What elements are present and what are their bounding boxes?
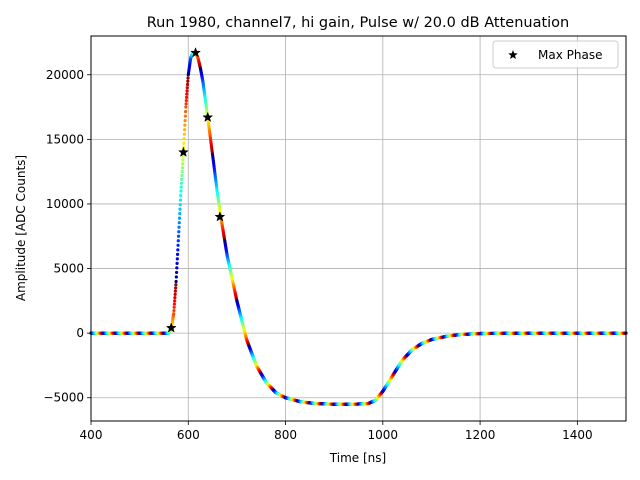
waveform-point — [178, 198, 183, 202]
waveform-point — [175, 261, 179, 265]
waveform-point — [176, 248, 180, 252]
x-axis-ticks: 400 600 800 1000 1200 1400 — [80, 421, 593, 442]
max-phase-point — [165, 322, 177, 333]
max-phase-point — [202, 111, 214, 123]
plot-frame — [90, 35, 627, 422]
waveform-point — [173, 299, 177, 303]
waveform-point — [185, 82, 190, 87]
waveform-point — [184, 102, 188, 106]
waveform-point — [181, 158, 185, 162]
waveform-point — [183, 119, 187, 123]
x-tick-label: 600 — [177, 428, 200, 442]
y-tick-label: 10000 — [46, 197, 84, 211]
waveform-point — [182, 132, 186, 136]
waveform-point — [178, 212, 182, 216]
waveform-point — [179, 185, 183, 189]
waveform-point — [174, 283, 178, 287]
waveform-point — [185, 86, 189, 90]
y-tick-label: 0 — [76, 326, 84, 340]
waveform-point — [173, 296, 177, 300]
max-phase-point — [190, 47, 201, 58]
waveform-point — [185, 89, 189, 93]
y-axis-ticks: −5000 0 5000 10000 15000 20000 — [43, 68, 91, 405]
waveform-point — [176, 243, 180, 247]
waveform-point — [175, 257, 179, 261]
waveform-point — [176, 239, 180, 243]
waveform-point — [183, 114, 187, 118]
max-phase-point — [214, 211, 226, 222]
waveform-point — [177, 221, 181, 225]
y-tick-label: −5000 — [43, 391, 84, 405]
waveform-point — [178, 207, 182, 211]
y-tick-label: 20000 — [46, 68, 84, 82]
x-tick-label: 1000 — [368, 428, 399, 442]
max-phase-point — [177, 146, 189, 157]
waveform-point — [179, 189, 183, 193]
x-tick-label: 400 — [80, 428, 103, 442]
y-axis-label: Amplitude [ADC Counts] — [14, 155, 28, 301]
waveform-point — [184, 95, 189, 99]
waveform-point — [180, 177, 184, 182]
waveform-point — [184, 105, 188, 109]
waveform-point — [174, 286, 178, 290]
waveform-point — [175, 270, 179, 275]
waveform-point — [174, 275, 178, 279]
chart-title: Run 1980, channel7, hi gain, Pulse w/ 20… — [147, 15, 570, 31]
waveform-point — [175, 266, 179, 270]
waveform-point — [172, 308, 176, 313]
waveform-point — [179, 181, 184, 185]
waveform-point — [182, 137, 186, 141]
waveform-point — [176, 234, 181, 238]
waveform-point — [173, 292, 177, 296]
waveform-point — [186, 76, 190, 80]
waveform-point — [185, 92, 189, 96]
waveform-point — [184, 109, 188, 114]
waveform-point — [180, 166, 185, 170]
waveform-point — [179, 193, 183, 198]
waveform-point — [186, 79, 190, 83]
waveform-point — [183, 123, 187, 127]
legend-box — [492, 40, 619, 69]
legend-star-icon — [508, 50, 518, 60]
waveform-point — [175, 252, 180, 256]
x-tick-label: 1200 — [465, 428, 496, 442]
waveform-point — [172, 302, 177, 306]
waveform-point — [172, 312, 176, 316]
waveform-point — [183, 128, 187, 132]
waveform-point — [177, 216, 182, 220]
waveform-point — [173, 289, 177, 293]
grid-lines — [90, 36, 626, 421]
waveform-point — [182, 141, 186, 145]
legend: Max Phase — [492, 40, 619, 69]
y-tick-label: 5000 — [53, 262, 84, 276]
x-tick-label: 1400 — [562, 428, 593, 442]
max-phase-markers — [165, 47, 226, 333]
x-axis-label: Time [ns] — [329, 451, 386, 465]
x-tick-label: 800 — [274, 428, 297, 442]
y-tick-label: 15000 — [46, 132, 84, 146]
waveform-point — [172, 305, 176, 309]
waveform-point — [174, 279, 178, 284]
waveform-point — [177, 230, 181, 234]
waveform-point — [181, 162, 185, 166]
waveform-point — [180, 170, 184, 174]
waveform-point — [177, 225, 181, 229]
waveform-point — [178, 203, 182, 207]
waveform-scatter — [89, 51, 628, 406]
waveform-point — [180, 173, 184, 178]
waveform-point — [184, 99, 188, 103]
legend-label-max-phase: Max Phase — [538, 48, 602, 62]
